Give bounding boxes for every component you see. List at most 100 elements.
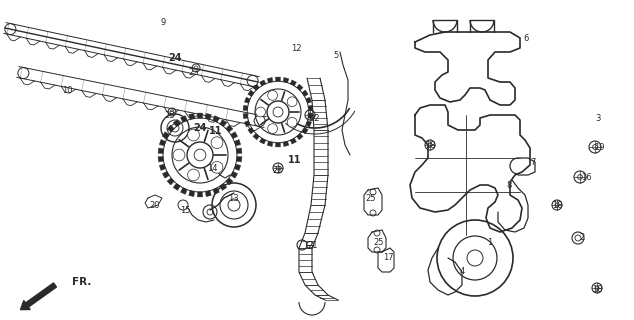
Polygon shape — [220, 183, 227, 190]
Polygon shape — [308, 105, 313, 110]
Polygon shape — [267, 77, 273, 83]
Polygon shape — [275, 77, 280, 81]
Polygon shape — [159, 140, 165, 146]
Polygon shape — [302, 90, 308, 96]
Polygon shape — [162, 172, 169, 178]
Polygon shape — [235, 140, 241, 146]
Polygon shape — [167, 178, 174, 185]
Text: 8: 8 — [507, 180, 512, 189]
Text: 23: 23 — [165, 110, 176, 119]
Text: 21: 21 — [307, 241, 318, 250]
Circle shape — [268, 124, 278, 133]
Text: 17: 17 — [383, 253, 393, 262]
Text: 5: 5 — [333, 51, 339, 60]
Text: 11: 11 — [288, 155, 302, 165]
Text: 22: 22 — [310, 114, 320, 123]
Polygon shape — [158, 148, 164, 154]
Text: 13: 13 — [228, 194, 238, 203]
Polygon shape — [189, 191, 195, 196]
Text: 15: 15 — [180, 205, 190, 214]
Text: 14: 14 — [207, 164, 217, 172]
Text: 19: 19 — [594, 142, 604, 151]
Text: 18: 18 — [592, 285, 602, 294]
Text: 22: 22 — [273, 165, 283, 174]
Circle shape — [211, 162, 223, 173]
Polygon shape — [290, 138, 297, 144]
Polygon shape — [248, 90, 254, 96]
Text: 24: 24 — [168, 53, 182, 63]
Polygon shape — [236, 156, 242, 162]
Text: 9: 9 — [160, 18, 165, 27]
Circle shape — [287, 117, 297, 127]
Text: 18: 18 — [425, 140, 436, 149]
Polygon shape — [159, 164, 165, 171]
Polygon shape — [267, 141, 273, 147]
Polygon shape — [302, 128, 308, 134]
Circle shape — [256, 107, 266, 117]
Polygon shape — [283, 77, 289, 83]
Polygon shape — [306, 121, 311, 127]
Polygon shape — [245, 121, 250, 127]
Circle shape — [287, 97, 297, 107]
Polygon shape — [243, 105, 248, 110]
Text: 4: 4 — [460, 267, 465, 276]
Polygon shape — [283, 141, 289, 147]
Circle shape — [188, 169, 199, 181]
Text: 2: 2 — [579, 233, 585, 242]
FancyArrow shape — [20, 283, 56, 310]
Text: 7: 7 — [530, 157, 536, 166]
Polygon shape — [181, 188, 187, 194]
Polygon shape — [306, 97, 311, 103]
Polygon shape — [308, 114, 313, 119]
Polygon shape — [259, 80, 266, 86]
Polygon shape — [290, 80, 297, 86]
Polygon shape — [259, 138, 266, 144]
Circle shape — [211, 137, 223, 148]
Polygon shape — [197, 113, 203, 118]
Polygon shape — [297, 84, 303, 91]
Polygon shape — [213, 116, 219, 122]
Text: 10: 10 — [61, 85, 72, 94]
Polygon shape — [162, 132, 169, 139]
Polygon shape — [236, 148, 242, 154]
Polygon shape — [220, 120, 227, 126]
Text: 18: 18 — [552, 201, 562, 210]
Polygon shape — [245, 97, 250, 103]
Polygon shape — [253, 84, 259, 91]
Polygon shape — [205, 191, 211, 196]
Polygon shape — [158, 156, 164, 162]
Polygon shape — [173, 120, 180, 126]
Text: 23: 23 — [189, 68, 199, 76]
Text: 25: 25 — [366, 194, 376, 203]
Polygon shape — [231, 172, 238, 178]
Text: 25: 25 — [374, 237, 384, 246]
Polygon shape — [275, 143, 280, 147]
Polygon shape — [253, 133, 259, 140]
Text: 1: 1 — [488, 237, 493, 246]
Polygon shape — [167, 125, 174, 132]
Text: 16: 16 — [581, 172, 592, 181]
Text: 20: 20 — [150, 201, 160, 210]
Text: 11: 11 — [209, 126, 223, 136]
Polygon shape — [181, 116, 187, 122]
Circle shape — [268, 91, 278, 100]
Text: FR.: FR. — [72, 277, 91, 287]
Polygon shape — [226, 178, 233, 185]
Text: 24: 24 — [193, 123, 207, 133]
Circle shape — [188, 129, 199, 141]
Circle shape — [173, 149, 185, 161]
Text: 6: 6 — [523, 34, 529, 43]
Text: 3: 3 — [595, 114, 600, 123]
Polygon shape — [189, 114, 195, 119]
Polygon shape — [231, 132, 238, 139]
Polygon shape — [213, 188, 219, 194]
Polygon shape — [248, 128, 254, 134]
Text: 12: 12 — [291, 44, 301, 52]
Polygon shape — [205, 114, 211, 119]
Polygon shape — [197, 192, 203, 197]
Polygon shape — [235, 164, 241, 171]
Polygon shape — [173, 183, 180, 190]
Polygon shape — [226, 125, 233, 132]
Polygon shape — [297, 133, 303, 140]
Polygon shape — [243, 114, 248, 119]
